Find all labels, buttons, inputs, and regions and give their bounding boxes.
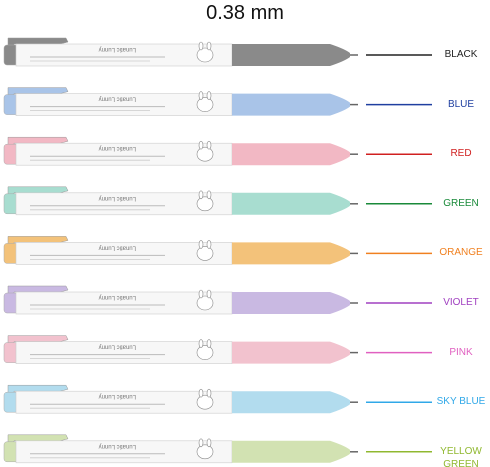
brand-text: Lunatic Lunny [99,96,136,102]
pen-barrel [232,93,350,116]
bunny-ear [198,91,204,100]
pen-barrel [232,391,350,414]
pen-barrel [232,44,350,66]
brand-text: Lunatic Lunny [99,294,136,300]
color-label: ORANGE [439,247,483,259]
pen: Lunatic Lunny [3,37,432,67]
brand-text: Lunatic Lunny [99,393,136,399]
bunny-head [196,394,214,410]
pen: Lunatic Lunny [3,236,432,265]
color-label: BLACK [444,49,478,60]
bunny-ear [198,140,204,150]
pen: Lunatic Lunny [3,285,432,315]
bunny-ear [198,289,204,299]
bunny-ear [198,438,204,448]
color-label: YELLOW GREEN [440,445,482,467]
brand-text: Lunatic Lunny [99,195,136,201]
bunny-head [196,295,214,311]
bunny-ear [198,41,204,51]
color-label: GREEN [443,197,479,209]
bunny-ear [198,240,204,249]
bunny-ear [206,41,212,51]
bunny-head [196,345,214,360]
bunny-ear [206,190,212,200]
brand-text: Lunatic Lunny [99,344,136,350]
bunny-ear [206,289,212,299]
color-label: PINK [449,346,473,358]
color-label: RED [450,148,472,160]
bunny-ear [206,438,212,448]
bunny-head [196,146,214,162]
pen: Lunatic Lunny [3,87,432,116]
color-label: BLUE [447,98,475,110]
pen-barrel [232,242,350,265]
pen: Lunatic Lunny [3,186,432,216]
brand-text: Lunatic Lunny [99,443,136,449]
brand-text: Lunatic Lunny [99,145,136,151]
bunny-ear [198,339,204,348]
bunny-ear [206,91,212,100]
brand-text: Lunatic Lunny [99,244,136,250]
bunny-head [196,196,214,212]
bunny-ear [198,388,204,398]
bunny-head [196,97,214,112]
bunny-ear [206,388,212,398]
bunny-ear [206,240,212,249]
color-label: SKY BLUE [436,396,486,408]
bunny-head [196,444,214,460]
brand-text: Lunatic Lunny [99,46,136,52]
pen-barrel [232,192,350,215]
pen-barrel [232,440,350,463]
bunny-ear [206,339,212,348]
pen: Lunatic Lunny [3,384,432,414]
bunny-ear [206,140,212,150]
pen: Lunatic Lunny [3,335,432,364]
pen-barrel [232,143,350,166]
bunny-head [196,246,214,261]
pen: Lunatic Lunny [3,136,432,166]
pen-barrel [232,341,350,364]
pen-barrel [232,292,350,314]
bunny-ear [198,190,204,200]
pen: Lunatic Lunny [3,434,432,464]
bunny-head [196,47,214,63]
color-label: VIOLET [443,297,479,308]
title: 0.38 mm [206,2,284,24]
